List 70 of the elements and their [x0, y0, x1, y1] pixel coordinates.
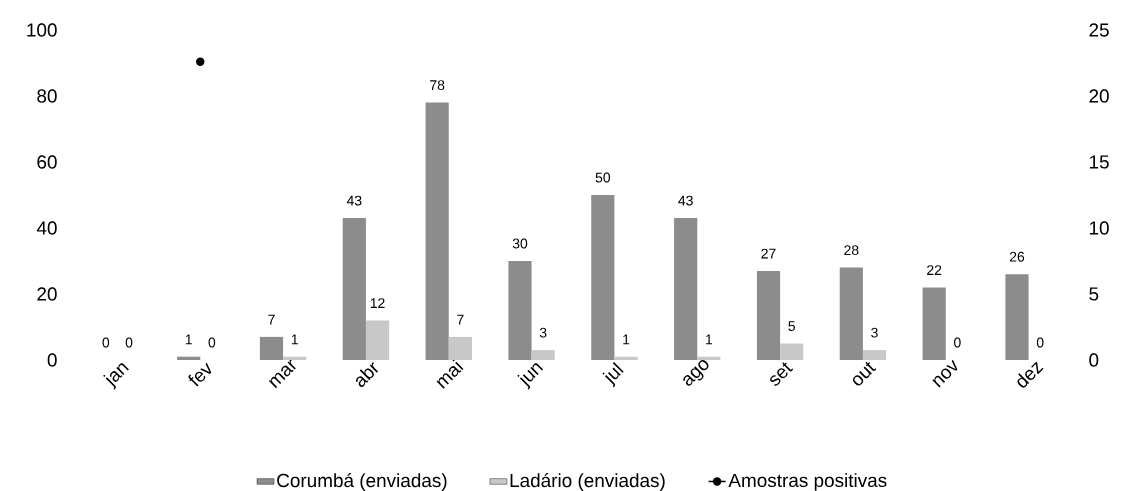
bar [259, 336, 284, 360]
legend-label: Corumbá (enviadas) [277, 473, 447, 491]
bar [508, 261, 532, 360]
bar [862, 350, 887, 360]
x-tick-label: out [852, 361, 877, 386]
data-label: 30 [512, 238, 528, 249]
data-label: 5 [788, 321, 795, 331]
data-label: 50 [595, 172, 611, 183]
bar [614, 356, 638, 360]
data-label: 1 [291, 334, 298, 345]
legend-label: Ladário (enviadas) [510, 473, 665, 491]
x-tick-label: nov [932, 359, 958, 388]
data-label: 0 [125, 337, 133, 348]
x-tick-label: ago [683, 360, 709, 386]
data-label: 27 [761, 248, 776, 259]
y-tick-label: 60 [37, 155, 57, 169]
data-label: 0 [1036, 337, 1044, 348]
bar [177, 356, 201, 360]
bar [922, 287, 946, 360]
bar [283, 356, 307, 360]
data-label: 78 [430, 80, 445, 91]
y2-tick-label: 0 [1089, 353, 1099, 367]
data-label: 43 [346, 195, 362, 206]
y-tick-label: 80 [37, 89, 57, 103]
data-label: 12 [370, 298, 385, 308]
x-tick-label: dez [1017, 361, 1044, 388]
y2-tick-label: 20 [1089, 89, 1109, 103]
bar [365, 320, 390, 360]
data-label: 0 [208, 337, 216, 348]
bar [697, 356, 721, 360]
bar [674, 218, 698, 360]
data-label: 1 [185, 334, 192, 345]
data-label: 1 [623, 334, 630, 345]
x-tick-label: mai [436, 359, 464, 389]
bar [448, 336, 472, 360]
data-label: 0 [102, 337, 110, 348]
y2-tick-label: 15 [1089, 155, 1109, 169]
data-label: 7 [268, 314, 275, 325]
x-tick-label: abr [356, 362, 379, 387]
data-label: 43 [678, 195, 693, 206]
bar [756, 270, 781, 360]
x-tick-label: jan [103, 363, 129, 390]
bar [425, 102, 449, 360]
y2-tick-label: 5 [1089, 287, 1099, 301]
x-tick-label: set [770, 362, 794, 386]
bar [591, 195, 615, 360]
bar [780, 343, 804, 360]
data-label: 22 [927, 265, 942, 275]
x-tick-label: jun [517, 363, 544, 390]
data-label: 3 [871, 327, 878, 338]
x-tick-label: fev [188, 362, 212, 387]
y2-tick-label: 10 [1089, 221, 1109, 235]
data-label: 26 [1009, 251, 1025, 262]
y-tick-label: 0 [47, 353, 57, 367]
x-tick-label: jul [602, 361, 624, 388]
legend-label: Amostras positivas [728, 473, 887, 491]
bar [1005, 274, 1029, 360]
bar [839, 267, 863, 360]
x-tick-label: mar [268, 359, 296, 389]
y-tick-label: 100 [27, 23, 57, 37]
y-tick-label: 20 [37, 287, 57, 301]
y-tick-label: 40 [36, 221, 57, 235]
bar [531, 350, 555, 360]
y2-tick-label: 25 [1089, 23, 1109, 37]
data-label: 1 [706, 334, 713, 345]
bar [342, 218, 366, 360]
data-label: 3 [539, 327, 547, 338]
data-label: 28 [844, 245, 859, 256]
data-label: 0 [954, 337, 961, 348]
data-label: 7 [457, 314, 464, 325]
